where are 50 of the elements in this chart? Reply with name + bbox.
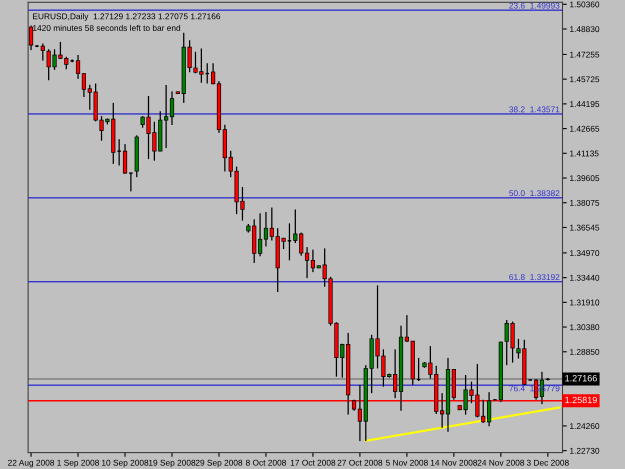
x-tick-label: 14 Nov 2008: [430, 460, 478, 466]
ref-line-label: 50.0 1.38382: [509, 190, 560, 196]
x-tick-label: 1 Sep 2008: [57, 460, 99, 468]
candlestick: [28, 24, 34, 51]
y-tick-label: 1.44195: [570, 101, 600, 107]
x-tick-label: 29 Sep 2008: [196, 460, 242, 468]
x-tick-label: 27 Oct 2008: [338, 460, 382, 466]
x-tick-label: 10 Sep 2008: [102, 460, 148, 468]
y-tick-label: 1.36545: [570, 224, 600, 231]
y-tick-label: 1.47255: [570, 52, 600, 58]
candlestick: [76, 54, 80, 80]
candlestick: [204, 62, 210, 84]
x-tick-label: 24 Nov 2008: [478, 460, 524, 466]
candlestick: [122, 144, 128, 175]
y-tick-label: 1.50360: [570, 1, 600, 8]
candlestick: [240, 186, 245, 222]
candlestick: [140, 115, 145, 128]
y-tick-label: 1.39605: [570, 175, 600, 182]
y-tick-label: 1.28850: [570, 348, 600, 355]
candlestick: [116, 138, 122, 166]
y-tick-label: 1.30380: [570, 324, 600, 330]
x-tick-label: 22 Aug 2008: [8, 460, 54, 468]
candlestick: [40, 42, 45, 62]
y-tick-label: 1.34970: [570, 250, 600, 256]
annotation: EURUSD,Daily 1.27129 1.27233 1.27075 1.27166: [33, 13, 220, 21]
annotation: 1420 minutes 58 seconds left to bar end: [33, 24, 180, 31]
y-tick-label: 1.22730: [570, 448, 600, 454]
y-tick-label: 1.38075: [570, 200, 600, 206]
ref-line-label: 1.25819: [565, 396, 597, 404]
x-tick-label: 5 Nov 2008: [386, 460, 428, 466]
ref-line-label: 1.27166: [565, 375, 597, 382]
x-tick-label: 19 Sep 2008: [149, 460, 196, 468]
y-tick-label: 1.33440: [570, 274, 600, 281]
ref-line-label: 61.8 1.33192: [509, 274, 560, 280]
candlestick: [210, 62, 216, 86]
candlestick: [146, 95, 151, 160]
y-tick-label: 1.42665: [570, 126, 600, 132]
y-tick-label: 1.41135: [570, 150, 599, 156]
x-tick-label: 3 Dec 2008: [526, 460, 569, 466]
y-tick-label: 1.31910: [570, 300, 600, 306]
y-tick-label: 1.45725: [570, 76, 600, 82]
y-tick-label: 1.48830: [570, 26, 600, 32]
ref-line-label: 38.2 1.43571: [509, 106, 560, 112]
ref-line-label: 23.6 1.49993: [509, 2, 560, 9]
y-tick-label: 1.24260: [570, 423, 600, 430]
candlestick: [286, 222, 292, 261]
x-tick-label: 8 Oct 2008: [246, 460, 286, 466]
candlestick: [170, 90, 174, 126]
candlestick: [128, 172, 134, 192]
x-tick-label: 17 Oct 2008: [290, 460, 336, 466]
